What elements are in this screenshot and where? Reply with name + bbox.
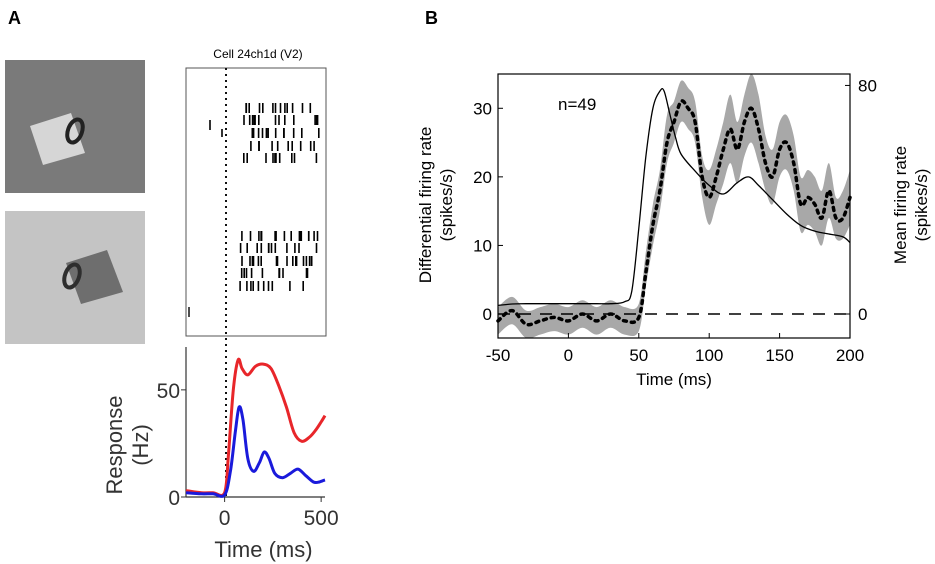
stimulus-bottom-image xyxy=(5,211,145,344)
population-y-axis-label-line-2: (spikes/s) xyxy=(437,169,456,242)
population-x-axis-label: Time (ms) xyxy=(636,370,712,389)
n-annotation: n=49 xyxy=(558,95,596,114)
raster-spikes xyxy=(188,103,320,317)
stimulus-bottom-square xyxy=(66,250,123,304)
response-x-tick-label: 0 xyxy=(219,507,231,530)
population-x-tick-label: 0 xyxy=(564,346,573,365)
response-y-axis-label-line-2: (Hz) xyxy=(128,424,153,466)
response-y-tick-label: 0 xyxy=(168,487,180,510)
population-y2-axis-label: Mean firing rate (spikes/s) xyxy=(891,146,931,264)
stimulus-top-image xyxy=(5,60,145,193)
panel-b-letter: B xyxy=(425,8,438,28)
population-x-tick-label: 200 xyxy=(836,346,864,365)
population-y-axis-label-line-1: Differential firing rate xyxy=(416,127,435,284)
population-x-tick-label: 50 xyxy=(629,346,648,365)
stimulus-bottom-ring xyxy=(62,262,82,290)
population-x-tick-label: 100 xyxy=(695,346,723,365)
population-series-mean-firing-rate xyxy=(497,87,851,307)
stimulus-top-ring xyxy=(65,117,85,145)
population-series-differential-firing-rate xyxy=(496,99,852,327)
population-y2-axis-label-line-1: Mean firing rate xyxy=(891,146,910,264)
population-x-tick-label: -50 xyxy=(486,346,511,365)
response-y-axis-label: Response(Hz) xyxy=(102,395,153,494)
population-y2-tick-label: 80 xyxy=(858,76,877,95)
response-x-axis-label: Time (ms) xyxy=(214,537,312,562)
population-chart: -50 0 50 100 150 200 0 10 20 30 0 80 Time (ms) Differ… xyxy=(416,73,931,389)
population-y-tick-label: 30 xyxy=(473,99,492,118)
population-y2-tick-label: 0 xyxy=(858,305,867,324)
response-x-tick-label: 500 xyxy=(304,507,339,530)
population-y-tick-label: 0 xyxy=(483,305,492,324)
population-y-tick-label: 20 xyxy=(473,168,492,187)
population-sem-band xyxy=(498,74,850,339)
response-y-tick-label: 50 xyxy=(157,380,180,403)
raster-frame xyxy=(185,67,327,337)
population-plot-frame xyxy=(497,73,851,339)
population-y-tick-label: 10 xyxy=(473,236,492,255)
population-y2-axis-label-line-2: (spikes/s) xyxy=(912,169,931,242)
response-series-blue xyxy=(185,405,326,498)
population-y-axis-label: Differential firing rate (spikes/s) xyxy=(416,127,456,284)
population-x-tick-label: 150 xyxy=(765,346,793,365)
panel-a-letter: A xyxy=(8,8,21,28)
response-chart: 0 500 0 50 Time (ms) Response(Hz) xyxy=(102,347,339,562)
raster-title: Cell 24ch1d (V2) xyxy=(213,47,302,61)
response-y-axis-label-line-1: Response xyxy=(102,395,127,494)
